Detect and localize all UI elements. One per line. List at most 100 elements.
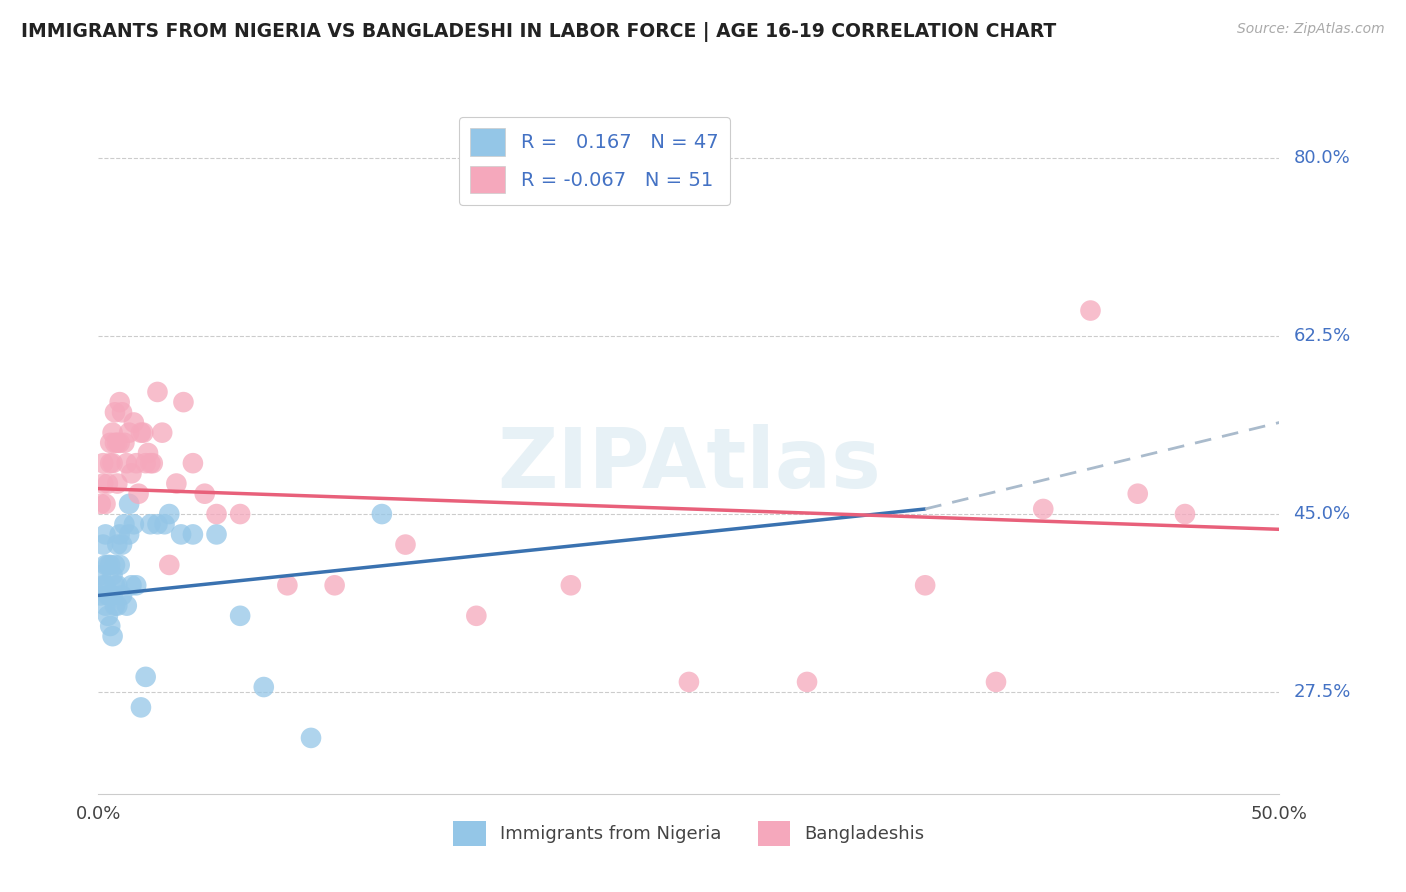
Point xyxy=(121,467,143,481)
Point xyxy=(678,675,700,690)
Point xyxy=(98,456,121,470)
Point xyxy=(105,538,128,552)
Text: Source: ZipAtlas.com: Source: ZipAtlas.com xyxy=(1237,22,1385,37)
Point xyxy=(914,578,936,592)
Point xyxy=(101,568,124,582)
Point xyxy=(796,675,818,690)
Point xyxy=(101,456,124,470)
Point xyxy=(146,517,169,532)
Point xyxy=(115,599,138,613)
Text: IMMIGRANTS FROM NIGERIA VS BANGLADESHI IN LABOR FORCE | AGE 16-19 CORRELATION CH: IMMIGRANTS FROM NIGERIA VS BANGLADESHI I… xyxy=(21,22,1056,42)
Point xyxy=(1032,502,1054,516)
Point xyxy=(170,527,193,541)
Legend: Immigrants from Nigeria, Bangladeshis: Immigrants from Nigeria, Bangladeshis xyxy=(446,814,932,854)
Point xyxy=(104,405,127,419)
Point xyxy=(101,425,124,440)
Point xyxy=(104,435,127,450)
Point xyxy=(136,446,159,460)
Point xyxy=(98,619,121,633)
Point xyxy=(115,456,138,470)
Point xyxy=(146,384,169,399)
Point xyxy=(94,599,117,613)
Point xyxy=(105,578,128,592)
Point xyxy=(105,435,128,450)
Point xyxy=(157,507,180,521)
Point xyxy=(111,589,134,603)
Point xyxy=(94,578,117,592)
Point xyxy=(984,675,1007,690)
Point xyxy=(91,578,114,592)
Point xyxy=(98,435,121,450)
Point xyxy=(205,527,228,541)
Point xyxy=(108,435,131,450)
Point xyxy=(1126,486,1149,500)
Point xyxy=(104,599,127,613)
Point xyxy=(90,568,112,582)
Text: 80.0%: 80.0% xyxy=(1294,149,1350,167)
Point xyxy=(229,507,252,521)
Point xyxy=(135,670,157,684)
Point xyxy=(122,416,145,430)
Point xyxy=(105,599,128,613)
Point xyxy=(94,558,117,572)
Point xyxy=(139,456,162,470)
Point xyxy=(181,456,204,470)
Point xyxy=(97,589,120,603)
Point xyxy=(118,527,141,541)
Point xyxy=(1174,507,1197,521)
Point xyxy=(135,456,157,470)
Point xyxy=(165,476,187,491)
Point xyxy=(97,476,120,491)
Point xyxy=(104,558,127,572)
Point xyxy=(323,578,346,592)
Point xyxy=(91,538,114,552)
Point xyxy=(91,456,114,470)
Point xyxy=(128,486,150,500)
Point xyxy=(465,608,488,623)
Point xyxy=(111,538,134,552)
Text: 27.5%: 27.5% xyxy=(1294,683,1351,701)
Text: 62.5%: 62.5% xyxy=(1294,327,1351,345)
Point xyxy=(118,497,141,511)
Point xyxy=(125,456,148,470)
Point xyxy=(94,527,117,541)
Point xyxy=(125,578,148,592)
Point xyxy=(97,608,120,623)
Point xyxy=(90,497,112,511)
Point xyxy=(97,558,120,572)
Point xyxy=(98,589,121,603)
Point xyxy=(194,486,217,500)
Point xyxy=(205,507,228,521)
Point xyxy=(101,589,124,603)
Point xyxy=(299,731,322,745)
Point xyxy=(172,395,194,409)
Point xyxy=(276,578,298,592)
Point xyxy=(122,517,145,532)
Point xyxy=(94,497,117,511)
Point xyxy=(90,589,112,603)
Point xyxy=(394,538,416,552)
Point xyxy=(181,527,204,541)
Point xyxy=(1080,303,1102,318)
Point xyxy=(139,517,162,532)
Text: 45.0%: 45.0% xyxy=(1294,505,1351,523)
Point xyxy=(118,425,141,440)
Point xyxy=(129,700,152,714)
Point xyxy=(104,578,127,592)
Point xyxy=(229,608,252,623)
Point xyxy=(132,425,155,440)
Point xyxy=(112,435,135,450)
Point xyxy=(253,680,276,694)
Point xyxy=(112,517,135,532)
Point xyxy=(108,395,131,409)
Point xyxy=(108,527,131,541)
Point xyxy=(371,507,394,521)
Point xyxy=(142,456,165,470)
Point xyxy=(129,425,152,440)
Point xyxy=(150,425,173,440)
Point xyxy=(105,476,128,491)
Point xyxy=(157,558,180,572)
Point xyxy=(98,558,121,572)
Point xyxy=(121,578,143,592)
Point xyxy=(153,517,176,532)
